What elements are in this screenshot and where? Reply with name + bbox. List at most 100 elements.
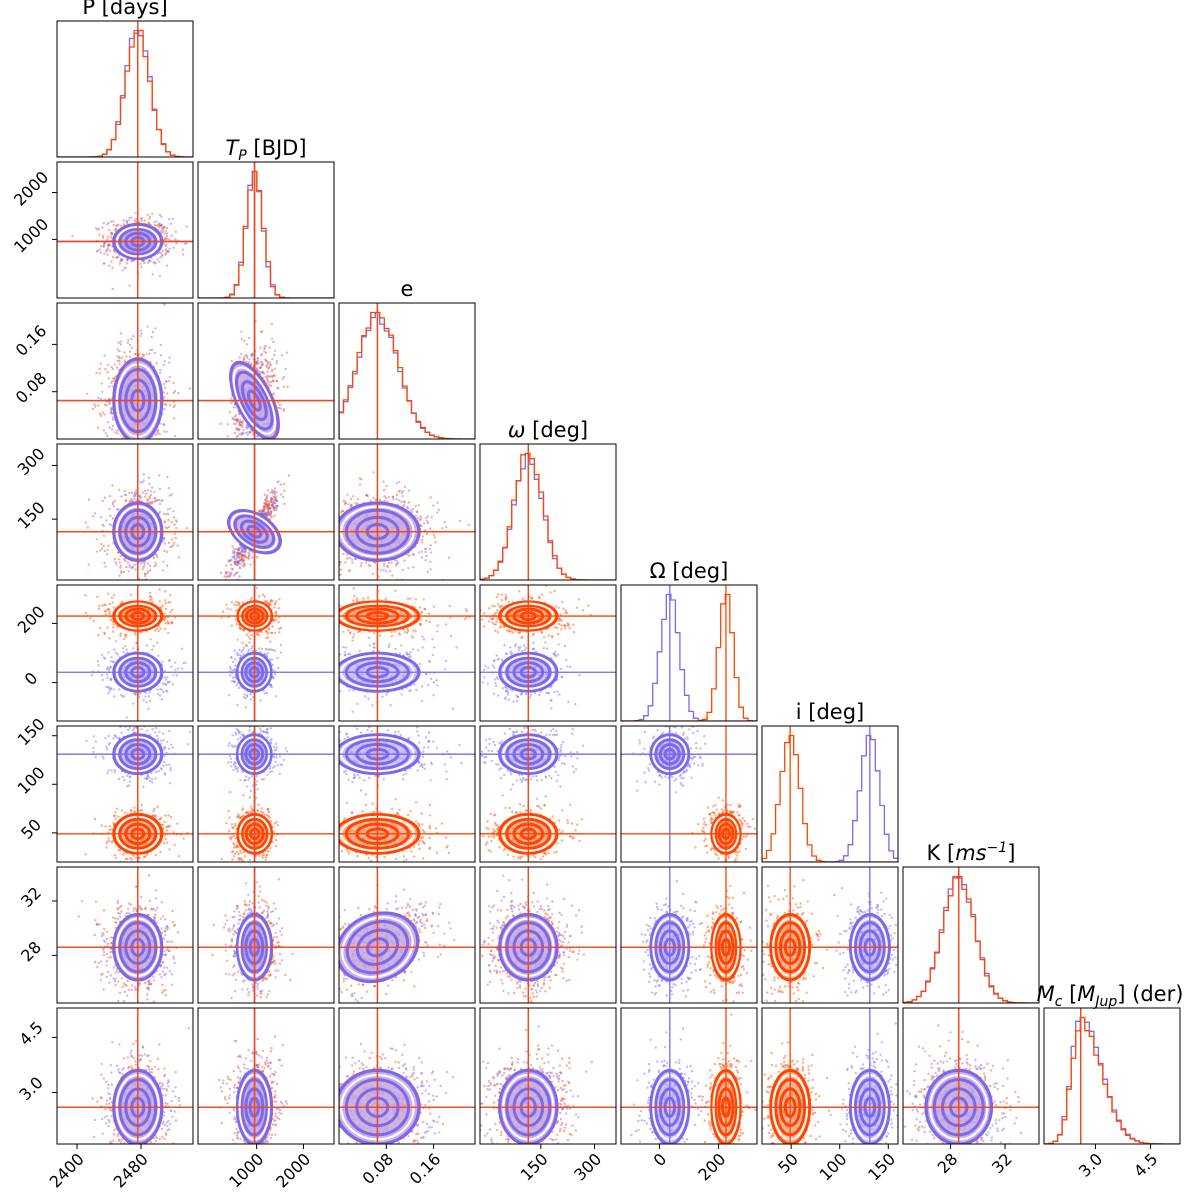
scatter-point bbox=[273, 492, 277, 496]
scatter-point bbox=[134, 494, 137, 498]
scatter-point bbox=[352, 495, 355, 498]
scatter-point bbox=[267, 384, 271, 387]
scatter-point bbox=[150, 598, 153, 601]
scatter-point bbox=[226, 435, 229, 438]
scatter-point bbox=[143, 261, 146, 265]
scatter-point bbox=[242, 559, 245, 562]
scatter-point bbox=[163, 549, 166, 553]
scatter-point bbox=[241, 420, 245, 423]
scatter-point bbox=[246, 356, 249, 360]
scatter-point bbox=[386, 564, 389, 567]
scatter-point bbox=[132, 565, 135, 568]
scatter-point bbox=[240, 420, 243, 424]
scatter-point bbox=[229, 563, 233, 566]
scatter-point bbox=[374, 498, 377, 501]
scatter-point bbox=[108, 494, 112, 498]
scatter-point bbox=[237, 546, 240, 550]
scatter-point bbox=[467, 523, 470, 527]
scatter-point bbox=[151, 273, 154, 276]
scatter-point bbox=[268, 375, 271, 378]
scatter-point bbox=[146, 498, 149, 501]
scatter-point bbox=[230, 359, 233, 363]
scatter-point bbox=[107, 385, 111, 388]
scatter-point bbox=[267, 511, 270, 514]
scatter-point bbox=[112, 418, 115, 421]
scatter-point bbox=[235, 426, 238, 429]
scatter-point bbox=[95, 538, 99, 541]
scatter-point bbox=[270, 504, 274, 507]
scatter-point bbox=[124, 633, 127, 637]
scatter-point bbox=[230, 571, 233, 574]
scatter-point bbox=[414, 504, 417, 508]
scatter-point bbox=[227, 571, 230, 574]
scatter-point bbox=[235, 428, 238, 431]
scatter-point bbox=[159, 441, 161, 443]
scatter-point bbox=[238, 424, 241, 427]
scatter-point bbox=[177, 556, 181, 559]
scatter-point bbox=[106, 235, 110, 238]
scatter-point bbox=[165, 243, 168, 246]
scatter-point bbox=[101, 226, 104, 229]
scatter-point bbox=[162, 538, 165, 541]
scatter-point bbox=[170, 622, 173, 625]
scatter-point bbox=[110, 231, 114, 235]
scatter-point bbox=[259, 444, 261, 446]
scatter-point bbox=[242, 559, 245, 563]
scatter-point bbox=[139, 262, 142, 266]
scatter-point bbox=[261, 370, 264, 373]
scatter-point bbox=[173, 532, 176, 536]
scatter-point bbox=[111, 601, 114, 604]
scatter-point bbox=[267, 506, 270, 509]
scatter-point bbox=[246, 556, 250, 560]
scatter-point bbox=[172, 510, 175, 513]
scatter-point bbox=[102, 262, 106, 265]
scatter-point bbox=[246, 433, 249, 436]
scatter-point bbox=[159, 223, 163, 227]
scatter-point bbox=[140, 332, 143, 335]
scatter-point bbox=[266, 378, 269, 382]
scatter-point bbox=[349, 505, 352, 508]
scatter-point bbox=[130, 259, 133, 263]
scatter-point bbox=[426, 519, 429, 523]
scatter-point bbox=[164, 513, 167, 516]
scatter-point bbox=[165, 527, 169, 530]
scatter-point bbox=[275, 499, 278, 503]
scatter-point bbox=[103, 354, 106, 357]
scatter-point bbox=[181, 253, 185, 256]
scatter-point bbox=[265, 499, 269, 503]
scatter-point bbox=[255, 360, 258, 363]
scatter-point bbox=[139, 329, 143, 332]
scatter-point bbox=[162, 391, 166, 394]
scatter-point bbox=[236, 556, 239, 559]
scatter-point bbox=[134, 489, 138, 492]
scatter-point bbox=[263, 507, 267, 510]
scatter-point bbox=[231, 556, 234, 559]
scatter-point bbox=[254, 361, 258, 365]
scatter-point bbox=[132, 259, 135, 263]
scatter-point bbox=[163, 618, 166, 621]
scatter-point bbox=[107, 669, 111, 672]
scatter-point bbox=[434, 541, 437, 544]
scatter-point bbox=[232, 422, 236, 426]
scatter-point bbox=[195, 488, 197, 490]
scatter-point bbox=[131, 567, 134, 570]
scatter-point bbox=[165, 234, 169, 238]
scatter-point bbox=[251, 352, 254, 356]
scatter-point bbox=[122, 570, 125, 574]
scatter-point bbox=[147, 222, 150, 225]
scatter-point bbox=[107, 592, 110, 595]
scatter-point bbox=[235, 435, 238, 439]
scatter-point bbox=[160, 225, 163, 228]
scatter-point bbox=[240, 553, 244, 556]
scatter-point bbox=[165, 237, 169, 240]
scatter-point bbox=[109, 411, 113, 415]
scatter-point bbox=[164, 526, 168, 529]
scatter-point bbox=[358, 483, 362, 486]
scatter-point bbox=[247, 551, 250, 554]
scatter-point bbox=[89, 617, 92, 620]
scatter-point bbox=[137, 353, 141, 356]
scatter-point bbox=[282, 409, 285, 412]
scatter-point bbox=[167, 541, 171, 544]
scatter-point bbox=[106, 370, 109, 374]
scatter-point bbox=[101, 390, 104, 393]
